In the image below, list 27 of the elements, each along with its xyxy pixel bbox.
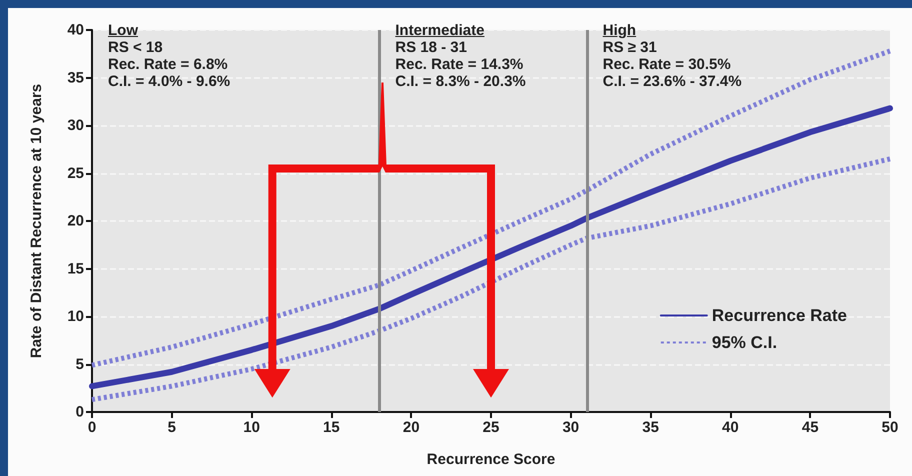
x-tick-label: 35 bbox=[642, 419, 659, 436]
x-tick-label: 0 bbox=[88, 419, 96, 436]
y-tick-label: 15 bbox=[67, 260, 84, 278]
annotation: High RS ≥ 31 Rec. Rate = 30.5% C.I. = 23.6% - 37.4% bbox=[602, 22, 742, 90]
x-tick-label: 40 bbox=[722, 419, 739, 436]
y-tick-label: 5 bbox=[76, 356, 84, 373]
y-tick-label: 25 bbox=[67, 164, 84, 182]
x-tick-label: 20 bbox=[402, 419, 420, 436]
x-tick-label: 10 bbox=[243, 419, 260, 436]
annotation: Low RS < 18 Rec. Rate = 6.8% C.I. = 4.0% - 9.6% bbox=[108, 22, 230, 90]
y-tick-label: 40 bbox=[67, 22, 84, 38]
y-tick-label: 35 bbox=[67, 69, 84, 86]
y-tick-label: 30 bbox=[67, 117, 84, 134]
y-tick-label: 10 bbox=[67, 308, 84, 325]
y-axis-title: Rate of Distant Recurrence at 10 years bbox=[28, 84, 45, 358]
x-tick-label: 50 bbox=[882, 419, 898, 436]
y-tick-label: 0 bbox=[76, 404, 84, 420]
x-tick-label: 30 bbox=[562, 419, 580, 436]
annotation: Intermediate RS 18 - 31 Rec. Rate = 14.3% C.I. = 8.3% - 20.3% bbox=[395, 22, 526, 90]
x-tick-label: 25 bbox=[482, 419, 500, 436]
x-tick-label: 5 bbox=[168, 419, 176, 436]
legend-label: Recurrence Rate bbox=[712, 306, 848, 325]
legend-label: 95% C.I. bbox=[712, 333, 778, 352]
y-tick-label: 20 bbox=[67, 212, 84, 230]
x-axis-title: Recurrence Score bbox=[426, 451, 556, 468]
x-tick-label: 45 bbox=[802, 419, 819, 436]
x-tick-label: 15 bbox=[323, 419, 340, 436]
